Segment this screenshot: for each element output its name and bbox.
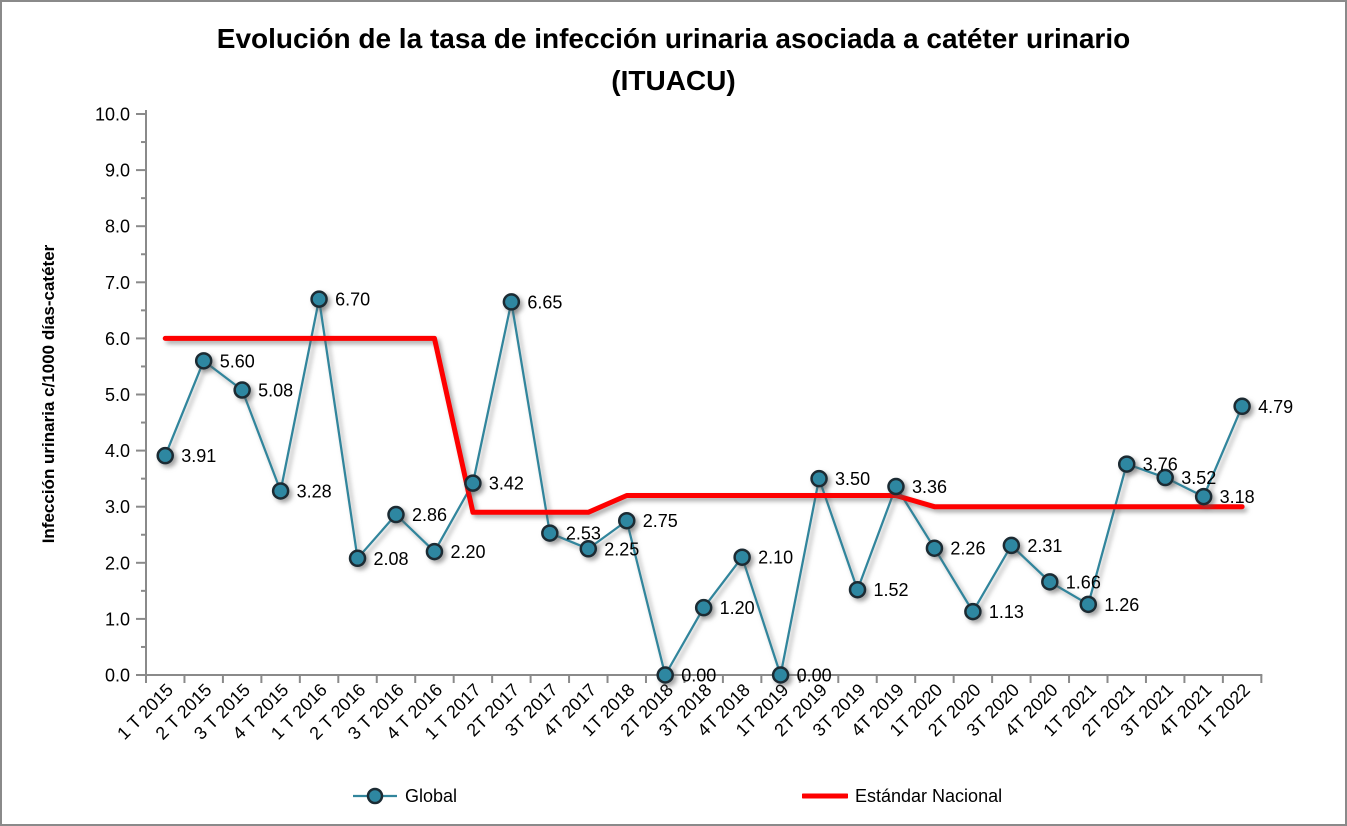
data-point-marker (1156, 468, 1174, 487)
chart-title-line2: (ITUACU) (611, 65, 736, 96)
data-point-label: 2.26 (950, 539, 985, 559)
data-point-marker (464, 474, 482, 492)
data-point-marker (771, 666, 790, 684)
data-point-marker (348, 549, 367, 568)
data-point-marker (618, 511, 636, 530)
estandar-series-swatch-icon (802, 793, 848, 799)
data-point-label: 2.53 (566, 524, 601, 544)
data-point-marker (1194, 487, 1213, 506)
data-point-marker (1233, 397, 1251, 416)
data-point-marker (964, 602, 982, 621)
data-point-marker (848, 580, 867, 599)
data-point-label: 2.25 (604, 539, 639, 559)
data-point-marker (887, 477, 905, 496)
data-point-marker (194, 352, 213, 370)
data-point-marker (387, 505, 405, 524)
data-point-label: 6.70 (335, 290, 370, 310)
data-point-marker (1079, 595, 1098, 614)
data-point-label: 3.50 (835, 469, 870, 489)
legend-label-estandar-nacional: Estándar Nacional (855, 785, 1003, 806)
estandar-nacional-line (162, 335, 1245, 515)
y-axis-tick-label: 2.0 (105, 553, 130, 573)
legend-label-global: Global (405, 785, 458, 806)
data-point-label: 5.08 (258, 381, 293, 401)
data-point-label: 3.18 (1220, 487, 1255, 507)
data-point-label: 6.65 (527, 292, 562, 312)
data-point-marker (694, 598, 713, 617)
y-axis-tick-label: 8.0 (105, 217, 130, 237)
y-axis-tick-label: 5.0 (105, 385, 130, 405)
global-series-swatch-icon (353, 787, 397, 805)
axes: 0.0 1.0 2.0 3.0 4.0 5.0 6.0 7.0 8.0 9.0 10.0 (95, 105, 1263, 686)
data-point-label: 1.66 (1066, 572, 1101, 592)
data-point-marker (233, 381, 251, 399)
data-point-label: 1.13 (989, 602, 1024, 622)
y-axis-tick-label: 1.0 (105, 609, 130, 629)
y-axis-tick-label: 0.0 (105, 666, 130, 686)
y-axis-tick-label: 4.0 (105, 441, 130, 461)
data-point-label: 5.60 (220, 351, 255, 371)
data-point-label: 2.31 (1027, 536, 1062, 556)
data-point-marker (1117, 455, 1136, 473)
y-axis-tick-label: 9.0 (105, 161, 130, 181)
data-point-label: 3.28 (297, 481, 332, 501)
data-point-label: 1.20 (720, 598, 755, 618)
data-point-marker (156, 446, 174, 465)
chart-title-line1: Evolución de la tasa de infección urinar… (216, 23, 1131, 54)
data-point-label: 2.20 (450, 542, 485, 562)
chart-title: Evolución de la tasa de infección urinar… (2, 18, 1345, 102)
y-axis-tick-label: 3.0 (105, 497, 130, 517)
data-point-marker (656, 666, 674, 684)
legend-item-global: Global (352, 785, 457, 807)
data-point-marker (502, 293, 521, 311)
y-axis-tick-label: 7.0 (105, 273, 130, 293)
data-point-marker (579, 540, 598, 558)
data-point-marker (541, 524, 559, 542)
data-point-label: 0.00 (797, 666, 832, 686)
data-point-marker (1002, 536, 1021, 555)
data-point-labels: 3.91 5.605.08 3.28 6.70 2.08 2.862.20 3.42 6.65… (181, 290, 1293, 686)
data-point-label: 2.75 (643, 511, 678, 531)
y-axis-tick-label: 6.0 (105, 329, 130, 349)
data-point-label: 0.00 (681, 666, 716, 686)
data-point-label: 1.52 (874, 580, 909, 600)
data-point-label: 3.42 (489, 474, 524, 494)
data-point-label: 2.08 (374, 549, 409, 569)
data-point-marker (310, 290, 328, 308)
data-point-label: 3.76 (1143, 455, 1178, 475)
data-point-marker (425, 542, 444, 561)
y-axis-title: Infección urinaria c/1000 días-catéter (39, 244, 58, 543)
y-axis-tick-label: 10.0 (95, 105, 130, 125)
data-point-label: 3.36 (912, 477, 947, 497)
data-point-marker (925, 539, 944, 557)
data-point-label: 3.91 (181, 446, 216, 466)
global-series-markers (156, 290, 1251, 684)
data-point-label: 1.26 (1104, 595, 1139, 615)
data-point-marker (271, 482, 290, 500)
data-point-label: 3.52 (1181, 468, 1216, 488)
legend-item-estandar-nacional: Estándar Nacional (802, 785, 1002, 807)
data-point-marker (1041, 573, 1059, 591)
data-point-label: 2.10 (758, 548, 793, 568)
data-point-label: 2.86 (412, 505, 447, 525)
data-point-marker (810, 469, 828, 488)
data-point-marker (733, 548, 751, 566)
data-point-label: 4.79 (1258, 397, 1293, 417)
